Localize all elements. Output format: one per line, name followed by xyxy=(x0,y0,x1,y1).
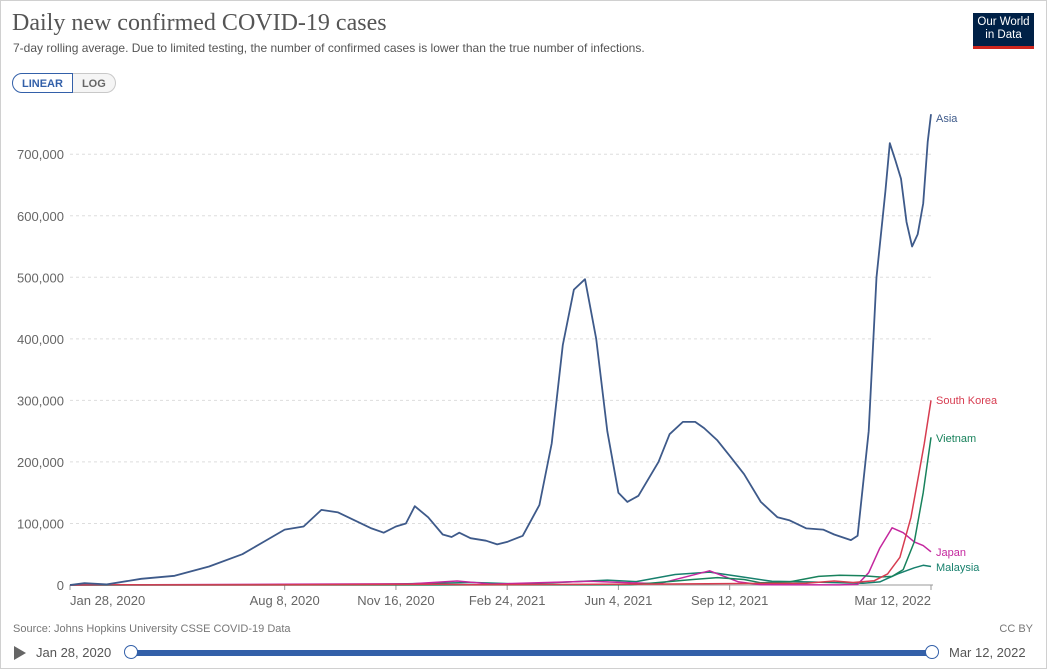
log-scale-button[interactable]: LOG xyxy=(72,73,116,93)
x-tick-label: Mar 12, 2022 xyxy=(854,593,931,608)
series-line-asia[interactable] xyxy=(69,114,932,586)
timeline-start-handle[interactable] xyxy=(124,645,138,659)
series-line-japan[interactable] xyxy=(69,527,932,586)
play-icon[interactable] xyxy=(14,646,26,660)
x-tick-label: Jun 4, 2021 xyxy=(584,593,652,608)
line-chart: 0 100,000 200,000 300,000 400,000 500,000 600,… xyxy=(17,113,998,608)
series-label-asia[interactable]: Asia xyxy=(936,113,958,125)
series-label-vietnam[interactable]: Vietnam xyxy=(936,433,976,445)
y-axis: 0 100,000 200,000 300,000 400,000 500,000 600,… xyxy=(17,147,64,593)
timeline-end-label: Mar 12, 2022 xyxy=(949,645,1026,660)
license-note[interactable]: CC BY xyxy=(999,623,1033,635)
owid-logo[interactable]: Our World in Data xyxy=(973,13,1034,49)
logo-line-1: Our World xyxy=(977,16,1030,28)
logo-line-2: in Data xyxy=(985,29,1022,41)
x-tick-label: Nov 16, 2020 xyxy=(357,593,434,608)
series-label-south-korea[interactable]: South Korea xyxy=(936,395,998,407)
grid-lines xyxy=(70,153,933,586)
y-tick-label: 400,000 xyxy=(17,332,64,347)
y-tick-label: 700,000 xyxy=(17,147,64,162)
x-axis: Jan 28, 2020 Aug 8, 2020 Nov 16, 2020 Feb 2… xyxy=(69,585,932,608)
series-line-south-korea[interactable] xyxy=(69,400,932,586)
chart-subtitle: 7-day rolling average. Due to limited te… xyxy=(13,41,645,55)
linear-scale-button[interactable]: LINEAR xyxy=(12,73,73,93)
series-label-japan[interactable]: Japan xyxy=(936,547,966,559)
y-tick-label: 600,000 xyxy=(17,209,64,224)
x-tick-label: Jan 28, 2020 xyxy=(70,593,145,608)
source-note[interactable]: Source: Johns Hopkins University CSSE CO… xyxy=(13,623,291,635)
y-tick-label: 300,000 xyxy=(17,393,64,408)
y-tick-label: 100,000 xyxy=(17,516,64,531)
x-tick-label: Aug 8, 2020 xyxy=(250,593,320,608)
scale-toggle: LINEAR LOG xyxy=(12,73,116,93)
series-line-vietnam[interactable] xyxy=(69,437,932,586)
timeline-start-label: Jan 28, 2020 xyxy=(36,645,112,660)
y-tick-label: 0 xyxy=(57,578,64,593)
y-tick-label: 500,000 xyxy=(17,270,64,285)
page-title: Daily new confirmed COVID-19 cases xyxy=(12,10,387,36)
timeline-track[interactable] xyxy=(131,650,932,656)
timeline: Jan 28, 2020 Mar 12, 2022 xyxy=(0,640,1047,668)
x-tick-label: Feb 24, 2021 xyxy=(469,593,546,608)
x-tick-label: Sep 12, 2021 xyxy=(691,593,768,608)
series-label-malaysia[interactable]: Malaysia xyxy=(936,562,980,574)
y-tick-label: 200,000 xyxy=(17,455,64,470)
series-lines xyxy=(69,114,932,586)
timeline-end-handle[interactable] xyxy=(925,645,939,659)
series-labels: Asia South Korea Vietnam Japan Malaysia xyxy=(936,113,998,574)
